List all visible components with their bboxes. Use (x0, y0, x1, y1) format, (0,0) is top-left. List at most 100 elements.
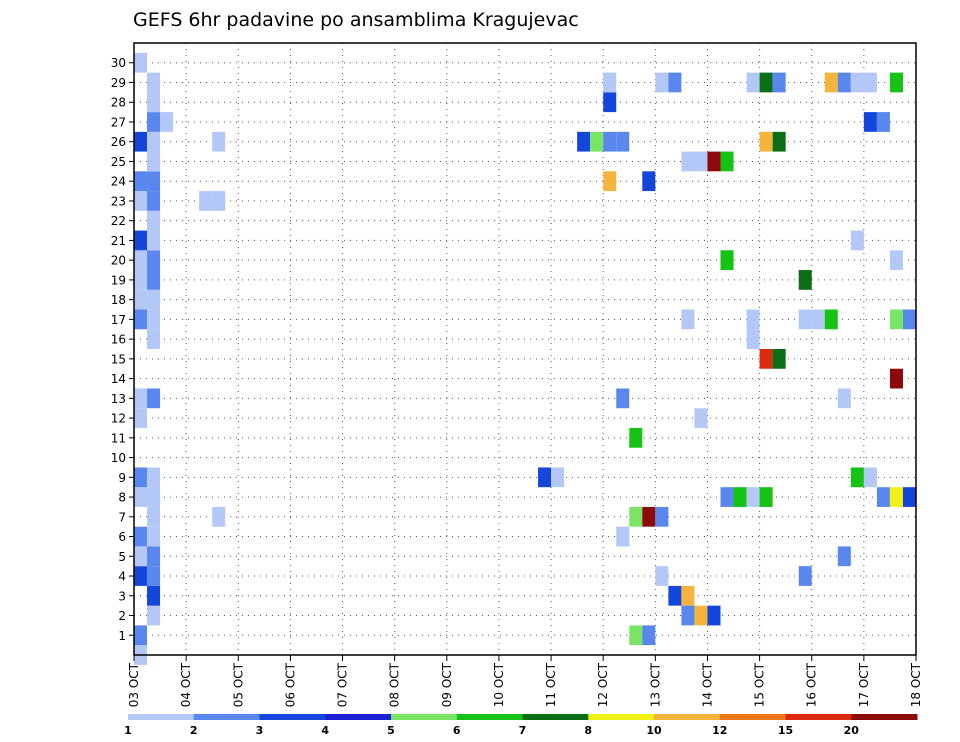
heatmap-cell (134, 171, 148, 192)
x-tick-label: 16 OCT (805, 662, 819, 707)
heatmap-cell (147, 566, 161, 586)
heatmap-cell (642, 625, 656, 646)
y-tick-label: 24 (111, 175, 126, 189)
heatmap-cell (759, 131, 773, 152)
heatmap-cell (876, 487, 890, 507)
heatmap-cell (681, 151, 695, 172)
heatmap-cell (147, 388, 161, 409)
colorbar-segment (785, 714, 852, 720)
heatmap-cell (863, 112, 877, 132)
heatmap-cell (603, 92, 617, 113)
colorbar-label: 1 (124, 724, 132, 737)
y-tick-label: 21 (111, 234, 126, 248)
y-tick-label: 11 (111, 431, 126, 445)
x-tick-label: 15 OCT (753, 662, 767, 707)
heatmap-cell (889, 368, 903, 389)
heatmap-cell (147, 230, 161, 251)
heatmap-cell (147, 191, 161, 211)
heatmap-cell (902, 309, 916, 330)
colorbar-segment (588, 714, 655, 720)
x-tick-label: 10 OCT (492, 662, 506, 707)
heatmap-cell (889, 250, 903, 271)
y-tick-label: 15 (111, 352, 126, 366)
colorbar-label: 8 (584, 724, 592, 737)
x-tick-label: 05 OCT (231, 662, 245, 707)
heatmap-cell (759, 72, 773, 93)
heatmap-cell (603, 72, 617, 93)
colorbar-segment (522, 714, 589, 720)
colorbar-segment (851, 714, 918, 720)
heatmap-cell (746, 309, 760, 330)
colorbar-label: 20 (844, 724, 860, 737)
heatmap-cell (160, 112, 174, 132)
heatmap-cell (889, 72, 903, 93)
heatmap-cell (134, 526, 148, 547)
heatmap-cell (668, 72, 682, 93)
heatmap-cell (720, 487, 734, 507)
heatmap-cell (616, 131, 630, 152)
y-tick-label: 28 (111, 96, 126, 110)
heatmap-cell (746, 329, 760, 349)
y-tick-label: 27 (111, 115, 126, 129)
x-tick-label: 09 OCT (440, 662, 454, 707)
heatmap-cell (720, 250, 734, 271)
heatmap-cell (134, 270, 148, 290)
y-tick-label: 14 (111, 372, 126, 386)
heatmap-cell (720, 151, 734, 172)
heatmap-cell (134, 546, 148, 567)
x-tick-label: 18 OCT (909, 662, 923, 707)
colorbar-segment (654, 714, 721, 720)
heatmap-cell (147, 72, 161, 93)
heatmap-cell (642, 171, 656, 192)
heatmap-cell (850, 467, 864, 488)
y-tick-label: 6 (118, 530, 126, 544)
colorbar-label: 4 (321, 724, 329, 737)
heatmap-cell (147, 487, 161, 507)
y-tick-label: 9 (118, 471, 126, 485)
heatmap-cell (655, 566, 669, 586)
y-tick-label: 23 (111, 194, 126, 208)
y-tick-label: 13 (111, 392, 126, 406)
y-tick-label: 10 (111, 451, 126, 465)
x-tick-label: 07 OCT (336, 662, 350, 707)
x-tick-label: 06 OCT (283, 662, 297, 707)
x-tick-label: 03 OCT (127, 662, 141, 707)
y-tick-label: 19 (111, 273, 126, 287)
colorbar-label: 6 (453, 724, 461, 737)
heatmap-cell (889, 309, 903, 330)
heatmap-cell (772, 349, 786, 369)
heatmap-cell (212, 131, 226, 152)
heatmap-cell (733, 487, 747, 507)
y-tick-label: 2 (118, 609, 126, 623)
heatmap-cell (147, 210, 161, 231)
x-tick-label: 04 OCT (179, 662, 193, 707)
heatmap-cell (147, 131, 161, 152)
y-tick-label: 5 (118, 550, 126, 564)
heatmap-cell (134, 52, 148, 73)
heatmap-cell (668, 585, 682, 606)
heatmap-cell (746, 72, 760, 93)
y-tick-label: 1 (118, 629, 126, 643)
heatmap-cell (134, 131, 148, 152)
heatmap-cell (212, 191, 226, 211)
heatmap-cell (798, 270, 812, 290)
colorbar-label: 3 (256, 724, 264, 737)
colorbar-label: 10 (646, 724, 662, 737)
x-tick-label: 12 OCT (596, 662, 610, 707)
colorbar-segment (325, 714, 392, 720)
heatmap-cell (642, 506, 656, 527)
heatmap-cell (798, 566, 812, 586)
heatmap-cell (147, 112, 161, 132)
y-tick-label: 22 (111, 214, 126, 228)
y-tick-label: 17 (111, 313, 126, 327)
heatmap-cell (694, 151, 708, 172)
heatmap-cell (147, 467, 161, 488)
heatmap-cell (134, 250, 148, 271)
heatmap-cell (850, 72, 864, 93)
heatmap-cell (538, 467, 552, 488)
heatmap-cell (759, 349, 773, 369)
gridlines (134, 43, 916, 655)
y-axis: 1234567891011121314151617181920212223242… (111, 56, 134, 643)
colorbar-label: 5 (387, 724, 395, 737)
